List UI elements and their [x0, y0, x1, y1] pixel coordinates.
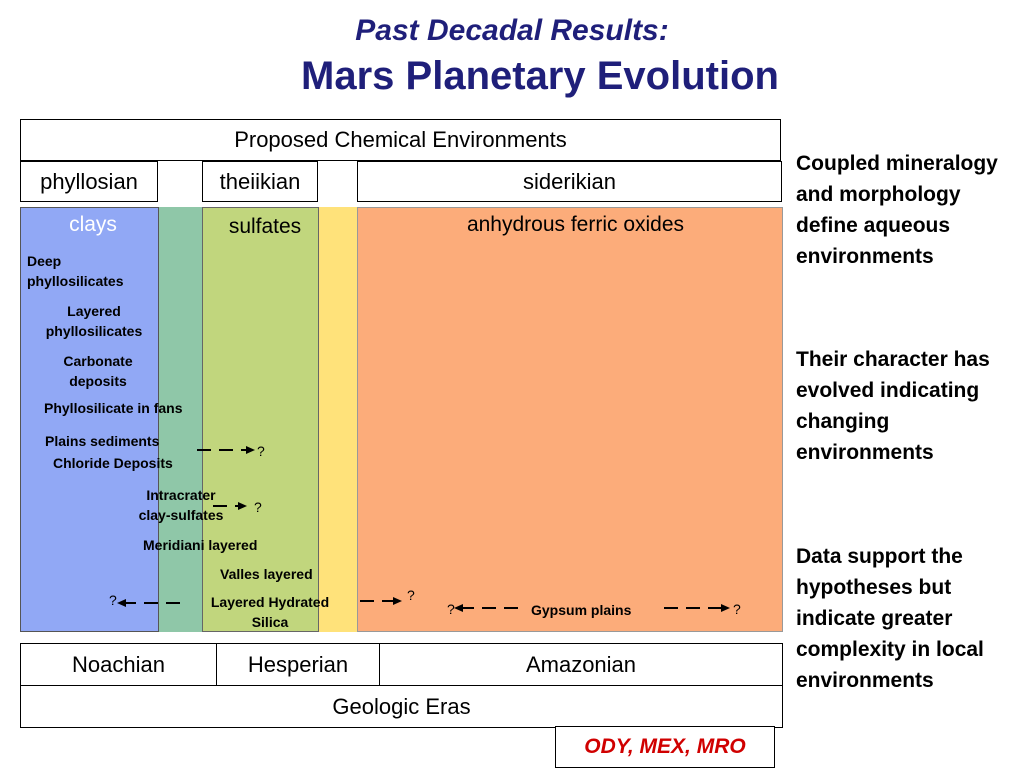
environments-header: Proposed Chemical Environments [20, 119, 781, 161]
band-sulfates [202, 207, 319, 632]
label-valles-layered: Valles layered [220, 566, 313, 582]
band-label-clays: clays [69, 213, 117, 236]
sidebar-paragraph-2: Their character has evolved indicating c… [796, 348, 990, 464]
era-siderikian: siderikian [357, 161, 782, 202]
sidebar-paragraph-1: Coupled mineralogy and morphology define… [796, 152, 998, 268]
band-label-sulfates: sulfates [228, 215, 302, 238]
question-mark: ? [447, 601, 455, 617]
label-phyllosilicate-fans: Phyllosilicate in fans [44, 400, 183, 416]
question-mark: ? [254, 499, 262, 515]
label-carbonate-deposits: Carbonate deposits [63, 353, 133, 389]
era-phyllosian: phyllosian [20, 161, 158, 202]
page-title: Mars Planetary Evolution [301, 54, 779, 98]
era-amazonian: Amazonian [379, 643, 783, 686]
band-label-oxides: anhydrous ferric oxides [466, 213, 685, 236]
question-mark: ? [407, 587, 415, 603]
label-plains-sediments: Plains sediments [45, 433, 160, 449]
label-chloride-deposits: Chloride Deposits [53, 455, 173, 471]
era-noachian: Noachian [20, 643, 217, 686]
band-clays [20, 207, 159, 632]
label-layered-phyllosilicates: Layered phyllosilicates [45, 303, 143, 339]
era-theiikian: theiikian [202, 161, 318, 202]
label-gypsum-plains: Gypsum plains [531, 602, 632, 618]
question-mark: ? [109, 592, 117, 608]
label-intracrater: Intracrater clay-sulfates [138, 487, 224, 523]
band-oxides [357, 207, 783, 632]
label-meridiani-layered: Meridiani layered [143, 537, 258, 553]
label-layered-hydrated-silica: Layered Hydrated Silica [210, 594, 330, 630]
era-hesperian: Hesperian [216, 643, 380, 686]
question-mark: ? [733, 601, 741, 617]
sidebar-paragraph-3: Data support the hypotheses but indicate… [796, 545, 984, 692]
geologic-eras-label: Geologic Eras [20, 685, 783, 728]
question-mark: ? [257, 443, 265, 459]
missions-tag: ODY, MEX, MRO [555, 726, 775, 768]
title-line1: Past Decadal Results: [355, 14, 669, 47]
band-transition-green [159, 207, 202, 632]
label-deep-phyllosilicates: Deep phyllosilicates [27, 253, 124, 289]
band-transition-yellow [319, 207, 357, 632]
